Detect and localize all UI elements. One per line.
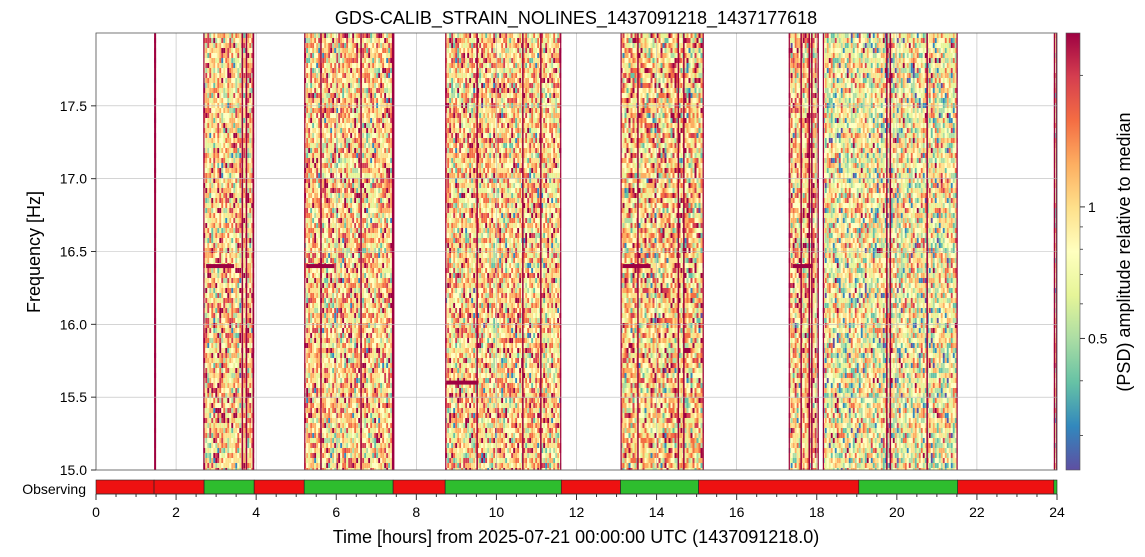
y-axis: 15.0 15.5 16.0 16.5 17.0 17.5 [60,98,96,478]
data-segment [304,33,394,473]
x-tick-label: 12 [569,504,585,520]
x-tick-label: 24 [1049,504,1065,520]
x-tick-label: 16 [729,504,745,520]
y-tick-label: 17.0 [60,171,87,187]
state-segment-active [445,480,561,494]
data-segment [823,33,958,473]
x-tick-label: 14 [649,504,665,520]
state-segment-active [304,480,393,494]
colorbar [1066,33,1080,470]
persistent-line [306,264,334,268]
x-tick-label: 10 [489,504,505,520]
y-tick-label: 17.5 [60,98,87,114]
observing-state-bar [96,480,1057,494]
state-segment-active [204,480,254,494]
colorbar-tick-label: 0.5 [1088,330,1108,346]
y-tick-label: 16.0 [60,316,87,332]
state-segment-inactive [254,480,304,494]
state-bar-label: Observing [22,481,86,497]
x-tick-label: 4 [252,504,260,520]
x-tick-label: 2 [172,504,180,520]
chart-title: GDS-CALIB_STRAIN_NOLINES_1437091218_1437… [335,8,817,29]
state-segment-inactive [96,480,154,494]
colorbar-label: (PSD) amplitude relative to median [1114,112,1134,391]
state-segment-inactive [393,480,445,494]
state-segment-active [621,480,699,494]
persistent-line [793,264,813,268]
y-tick-label: 15.0 [60,462,87,478]
x-tick-label: 20 [889,504,905,520]
y-axis-label: Frequency [Hz] [24,191,44,313]
x-tick-label: 6 [332,504,340,520]
data-segment [445,33,561,473]
persistent-line [623,264,651,268]
state-segment-inactive [699,480,859,494]
x-tick-label: 18 [809,504,825,520]
state-segment-inactive [154,480,204,494]
state-segment-active [1054,480,1057,494]
x-axis: 0 2 4 6 8 10 12 14 16 18 20 22 24 [92,494,1065,520]
x-tick-label: 22 [969,504,985,520]
x-axis-label: Time [hours] from 2025-07-21 00:00:00 UT… [333,527,820,547]
state-segment-inactive [958,480,1054,494]
y-tick-label: 16.5 [60,244,87,260]
y-tick-label: 15.5 [60,389,87,405]
x-tick-label: 0 [92,504,100,520]
data-segment [203,33,254,473]
persistent-line [446,381,478,385]
persistent-line [206,264,234,268]
data-segment [789,33,819,473]
state-segment-active [859,480,958,494]
data-segment [621,33,704,473]
x-tick-label: 8 [412,504,420,520]
data-segment [1054,33,1057,473]
colorbar-ticks: 0.51 [1080,75,1108,435]
state-segment-inactive [561,480,620,494]
colorbar-tick-label: 1 [1088,199,1096,215]
data-segment [154,33,156,473]
